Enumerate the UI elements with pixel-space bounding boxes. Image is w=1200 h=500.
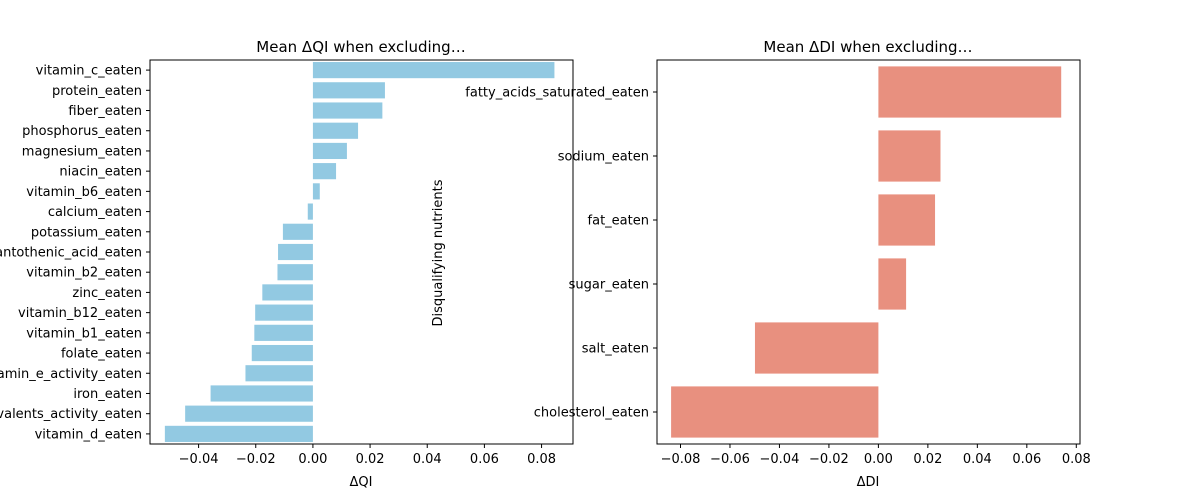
bar-folate-eaten	[251, 344, 313, 362]
qi-chart-title: Mean ΔQI when excluding…	[256, 38, 465, 56]
qi-x-axis-label: ΔQI	[350, 475, 373, 490]
bar-salt-eaten	[754, 322, 879, 374]
category-label: vitamin_b2_eaten	[26, 266, 142, 281]
category-label: sugar_eaten	[569, 278, 649, 293]
bar-vitamin-b12-eaten	[255, 304, 313, 321]
x-tick-label: 0.00	[864, 452, 893, 467]
category-label: vitamin_b1_eaten	[26, 326, 142, 341]
category-label: iron_eaten	[73, 387, 142, 402]
bar-vitamin-d-eaten	[164, 425, 313, 442]
bar-phosphorus-eaten	[312, 122, 359, 139]
di-bars	[671, 66, 1062, 438]
category-label: zinc_eaten	[72, 286, 142, 301]
bar-iron-eaten	[210, 385, 313, 402]
bar-fatty-acids-saturated-eaten	[878, 66, 1062, 118]
qi-x-ticks: −0.04 −0.02 0.00 0.02 0.04 0.06 0.08	[179, 444, 556, 467]
category-label: vitamin_e_activity_eaten	[0, 367, 142, 382]
category-label: salt_eaten	[582, 342, 649, 357]
bar-vitamin-c-eaten	[312, 62, 555, 79]
x-tick-label: −0.02	[236, 452, 276, 467]
bar-vitamin-b1-eaten	[254, 324, 313, 341]
x-tick-label: −0.04	[760, 452, 800, 467]
bar-sugar-eaten	[878, 258, 907, 310]
category-label: protein_eaten	[52, 84, 142, 99]
bar-zinc-eaten	[262, 284, 313, 301]
category-label: cholesterol_eaten	[534, 406, 649, 421]
x-tick-label: 0.04	[413, 452, 442, 467]
category-label: pantothenic_acid_eaten	[0, 246, 142, 261]
x-tick-label: −0.02	[809, 452, 849, 467]
x-tick-label: 0.00	[298, 452, 327, 467]
category-label: vitamin_a_equivalents_activity_eaten	[0, 407, 142, 422]
x-tick-label: −0.06	[710, 452, 750, 467]
x-tick-label: 0.08	[1062, 452, 1091, 467]
category-label: vitamin_b6_eaten	[26, 185, 142, 200]
bar-protein-eaten	[312, 82, 385, 99]
x-tick-label: −0.08	[661, 452, 701, 467]
category-label: fiber_eaten	[68, 104, 142, 119]
di-x-ticks: −0.08 −0.06 −0.04 −0.02 0.00 0.02 0.04 0.06 0.08	[661, 444, 1091, 467]
x-tick-label: 0.02	[913, 452, 942, 467]
x-tick-label: 0.02	[356, 452, 385, 467]
bar-niacin-eaten	[312, 163, 337, 180]
bar-fiber-eaten	[312, 102, 383, 119]
bar-pantothenic-acid-eaten	[278, 243, 313, 261]
x-tick-label: −0.04	[179, 452, 219, 467]
x-tick-label: 0.04	[963, 452, 992, 467]
qi-chart-panel: Mean ΔQI when excluding… vitamin_c_eaten…	[0, 38, 574, 490]
bar-calcium-eaten	[307, 203, 313, 220]
bar-sodium-eaten	[878, 130, 941, 182]
bar-vitamin-e-activity-eaten	[245, 365, 313, 382]
bar-fat-eaten	[878, 194, 936, 246]
bar-potassium-eaten	[282, 223, 313, 240]
category-label: magnesium_eaten	[22, 144, 142, 159]
category-label: vitamin_c_eaten	[36, 64, 142, 79]
x-tick-label: 0.06	[470, 452, 499, 467]
category-label: phosphorus_eaten	[22, 124, 142, 139]
qi-category-labels: vitamin_c_eaten protein_eaten fiber_eatenp…	[0, 64, 150, 442]
di-plot-frame	[656, 59, 1081, 445]
category-label: sodium_eaten	[558, 150, 649, 165]
bar-vitamin-a-equivalents-activity-eaten	[185, 405, 313, 422]
bar-vitamin-b6-eaten	[312, 183, 320, 200]
x-tick-label: 0.06	[1012, 452, 1041, 467]
bar-cholesterol-eaten	[671, 386, 879, 438]
category-label: fatty_acids_saturated_eaten	[465, 86, 649, 101]
bar-vitamin-b2-eaten	[277, 264, 313, 281]
category-label: vitamin_d_eaten	[35, 427, 142, 442]
disqualifying-nutrients-annotation: Disqualifying nutrients	[431, 179, 446, 326]
category-label: fat_eaten	[588, 214, 649, 229]
di-chart-title: Mean ΔDI when excluding…	[763, 38, 972, 56]
category-label: folate_eaten	[61, 347, 142, 362]
category-label: niacin_eaten	[59, 165, 142, 180]
category-label: vitamin_b12_eaten	[18, 306, 142, 321]
qi-bars	[164, 62, 555, 442]
di-x-axis-label: ΔDI	[857, 475, 880, 490]
bar-magnesium-eaten	[312, 142, 347, 160]
di-chart-panel: Mean ΔDI when excluding… fatty_acids_sat…	[465, 38, 1090, 490]
category-label: calcium_eaten	[48, 205, 142, 220]
x-tick-label: 0.08	[527, 452, 556, 467]
category-label: potassium_eaten	[31, 225, 142, 240]
di-category-labels: fatty_acids_saturated_eaten sodium_eatenf…	[465, 86, 657, 421]
